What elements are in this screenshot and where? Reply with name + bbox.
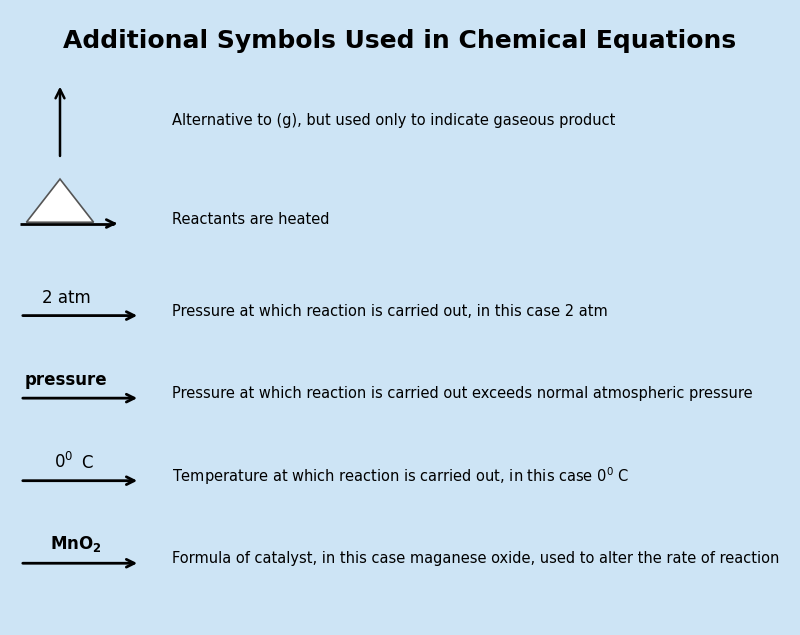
Text: Pressure at which reaction is carried out, in this case 2 atm: Pressure at which reaction is carried ou…: [172, 304, 608, 319]
Text: 2 atm: 2 atm: [42, 289, 90, 307]
Text: $0^0$: $0^0$: [54, 451, 74, 472]
Text: pressure: pressure: [25, 371, 108, 389]
Polygon shape: [26, 179, 94, 222]
Text: Alternative to (g), but used only to indicate gaseous product: Alternative to (g), but used only to ind…: [172, 113, 615, 128]
Text: $\mathbf{MnO_2}$: $\mathbf{MnO_2}$: [50, 535, 102, 554]
Text: Additional Symbols Used in Chemical Equations: Additional Symbols Used in Chemical Equa…: [63, 29, 737, 53]
Text: Formula of catalyst, in this case maganese oxide, used to alter the rate of reac: Formula of catalyst, in this case magane…: [172, 551, 779, 566]
Text: C: C: [81, 454, 92, 472]
Text: Temperature at which reaction is carried out, in this case $0^0$ C: Temperature at which reaction is carried…: [172, 465, 629, 487]
Text: Reactants are heated: Reactants are heated: [172, 211, 330, 227]
Text: Pressure at which reaction is carried out exceeds normal atmospheric pressure: Pressure at which reaction is carried ou…: [172, 386, 753, 401]
